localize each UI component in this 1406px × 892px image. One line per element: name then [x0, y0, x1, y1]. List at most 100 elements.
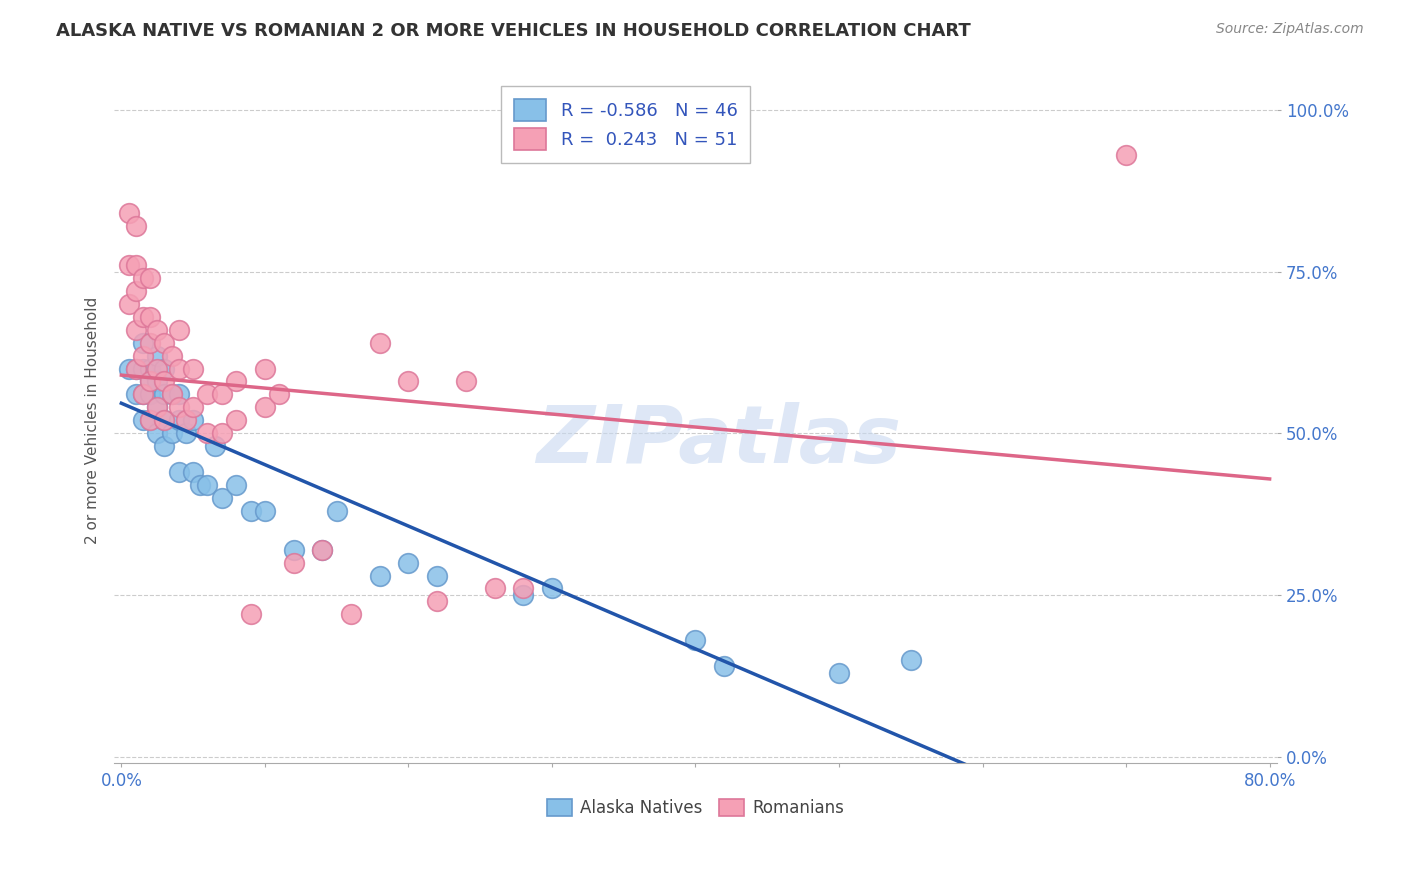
Point: [368, 335, 391, 350]
Point: [253, 361, 276, 376]
Point: [713, 659, 735, 673]
Point: [197, 387, 219, 401]
Point: [269, 387, 291, 401]
Point: [211, 426, 233, 441]
Point: [146, 401, 169, 415]
Point: [1115, 148, 1137, 162]
Point: [146, 375, 169, 389]
Point: [160, 387, 183, 401]
Point: [204, 439, 226, 453]
Point: [125, 258, 148, 272]
Point: [311, 542, 333, 557]
Point: [211, 491, 233, 505]
Point: [125, 361, 148, 376]
Point: [146, 401, 169, 415]
Point: [125, 361, 148, 376]
Point: [160, 349, 183, 363]
Point: [197, 478, 219, 492]
Text: ALASKA NATIVE VS ROMANIAN 2 OR MORE VEHICLES IN HOUSEHOLD CORRELATION CHART: ALASKA NATIVE VS ROMANIAN 2 OR MORE VEHI…: [56, 22, 972, 40]
Point: [139, 413, 162, 427]
Point: [174, 413, 197, 427]
Point: [139, 413, 162, 427]
Point: [125, 323, 148, 337]
Point: [225, 375, 247, 389]
Point: [685, 633, 707, 648]
Y-axis label: 2 or more Vehicles in Household: 2 or more Vehicles in Household: [86, 297, 100, 544]
Point: [239, 607, 262, 622]
Point: [211, 387, 233, 401]
Point: [146, 323, 169, 337]
Point: [253, 401, 276, 415]
Point: [900, 652, 922, 666]
Point: [512, 582, 534, 596]
Point: [426, 568, 449, 582]
Point: [283, 542, 305, 557]
Text: Source: ZipAtlas.com: Source: ZipAtlas.com: [1216, 22, 1364, 37]
Point: [132, 361, 155, 376]
Point: [139, 310, 162, 324]
Point: [160, 426, 183, 441]
Point: [160, 387, 183, 401]
Point: [117, 297, 139, 311]
Point: [153, 439, 176, 453]
Point: [167, 413, 190, 427]
Point: [132, 387, 155, 401]
Point: [239, 504, 262, 518]
Point: [311, 542, 333, 557]
Point: [253, 504, 276, 518]
Point: [117, 206, 139, 220]
Point: [325, 504, 347, 518]
Point: [146, 349, 169, 363]
Point: [283, 556, 305, 570]
Point: [153, 361, 176, 376]
Point: [132, 271, 155, 285]
Point: [181, 401, 204, 415]
Point: [396, 375, 419, 389]
Point: [174, 426, 197, 441]
Point: [426, 594, 449, 608]
Point: [139, 375, 162, 389]
Point: [125, 284, 148, 298]
Point: [117, 258, 139, 272]
Point: [340, 607, 363, 622]
Point: [153, 413, 176, 427]
Point: [484, 582, 506, 596]
Point: [828, 665, 851, 680]
Point: [153, 413, 176, 427]
Point: [153, 387, 176, 401]
Point: [167, 361, 190, 376]
Point: [188, 478, 211, 492]
Point: [139, 335, 162, 350]
Point: [132, 387, 155, 401]
Point: [146, 426, 169, 441]
Point: [132, 310, 155, 324]
Point: [181, 465, 204, 479]
Point: [396, 556, 419, 570]
Point: [167, 387, 190, 401]
Point: [225, 413, 247, 427]
Text: ZIPatlas: ZIPatlas: [536, 402, 901, 480]
Point: [153, 375, 176, 389]
Point: [454, 375, 477, 389]
Point: [132, 335, 155, 350]
Point: [146, 361, 169, 376]
Point: [167, 323, 190, 337]
Point: [139, 361, 162, 376]
Point: [132, 413, 155, 427]
Point: [125, 219, 148, 234]
Point: [167, 401, 190, 415]
Point: [181, 361, 204, 376]
Point: [368, 568, 391, 582]
Point: [167, 465, 190, 479]
Point: [117, 361, 139, 376]
Point: [125, 387, 148, 401]
Legend: Alaska Natives, Romanians: Alaska Natives, Romanians: [540, 792, 851, 823]
Point: [225, 478, 247, 492]
Point: [139, 375, 162, 389]
Point: [512, 588, 534, 602]
Point: [139, 271, 162, 285]
Point: [197, 426, 219, 441]
Point: [153, 335, 176, 350]
Point: [139, 387, 162, 401]
Point: [132, 349, 155, 363]
